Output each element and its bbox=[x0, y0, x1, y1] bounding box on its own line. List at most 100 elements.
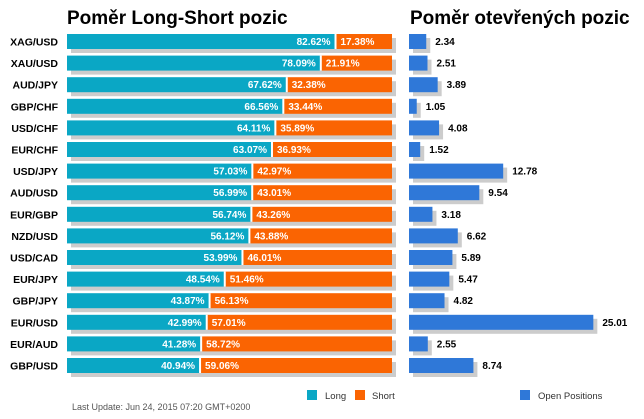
long-bar-eur-usd bbox=[67, 314, 207, 330]
open-bar-gbp-chf bbox=[409, 98, 417, 114]
open-shadow-gbp-chf bbox=[413, 102, 421, 118]
short-bar-xau-usd bbox=[320, 55, 392, 71]
short-bar-usd-chf bbox=[275, 120, 392, 136]
short-bar-eur-aud bbox=[201, 336, 392, 352]
pair-label-aud-jpy: AUD/JPY bbox=[12, 80, 58, 92]
long-bar-usd-jpy bbox=[67, 163, 253, 179]
open-value-usd-cad: 5.89 bbox=[461, 253, 481, 264]
legend-open-positions-label: Open Positions bbox=[538, 391, 603, 402]
open-bar-eur-usd bbox=[409, 314, 594, 330]
long-value-usd-cad: 53.99% bbox=[204, 253, 238, 264]
short-bar-aud-jpy bbox=[286, 77, 392, 93]
short-bar-eur-jpy bbox=[224, 271, 392, 287]
long-value-gbp-chf: 66.56% bbox=[244, 102, 278, 113]
bar-divider-xag-usd bbox=[334, 34, 337, 49]
long-value-gbp-usd: 40.94% bbox=[161, 361, 195, 372]
short-value-aud-jpy: 32.38% bbox=[292, 80, 326, 91]
long-bar-eur-aud bbox=[67, 336, 202, 352]
open-value-aud-jpy: 3.89 bbox=[447, 80, 467, 91]
short-value-aud-usd: 43.01% bbox=[257, 188, 291, 199]
open-value-xau-usd: 2.51 bbox=[436, 59, 456, 70]
long-value-xau-usd: 78.09% bbox=[282, 59, 316, 70]
open-value-usd-chf: 4.08 bbox=[448, 123, 468, 134]
last-update-text: Last Update: Jun 24, 2015 07:20 GMT+0200 bbox=[72, 402, 250, 412]
legend-long-swatch bbox=[307, 390, 317, 400]
open-bar-eur-jpy bbox=[409, 271, 450, 287]
open-bar-aud-jpy bbox=[409, 77, 438, 93]
bar-divider-eur-aud bbox=[200, 336, 203, 352]
short-value-eur-aud: 58.72% bbox=[206, 339, 240, 350]
open-value-gbp-jpy: 4.82 bbox=[454, 296, 474, 307]
bar-divider-usd-jpy bbox=[251, 163, 254, 179]
open-value-gbp-chf: 1.05 bbox=[426, 102, 446, 113]
open-bar-xau-usd bbox=[409, 55, 428, 71]
open-value-usd-jpy: 12.78 bbox=[512, 167, 537, 178]
bar-divider-eur-chf bbox=[270, 142, 273, 157]
bar-divider-usd-chf bbox=[274, 120, 277, 136]
short-bar-gbp-usd bbox=[200, 358, 392, 373]
short-bar-aud-usd bbox=[252, 185, 392, 201]
open-bar-gbp-jpy bbox=[409, 293, 445, 309]
long-bar-nzd-usd bbox=[67, 228, 250, 244]
long-value-eur-jpy: 48.54% bbox=[186, 275, 220, 286]
legend-long-label: Long bbox=[325, 391, 346, 402]
short-bar-usd-jpy bbox=[252, 163, 392, 179]
pair-label-gbp-chf: GBP/CHF bbox=[11, 101, 59, 113]
long-bar-xau-usd bbox=[67, 55, 321, 71]
pair-label-eur-aud: EUR/AUD bbox=[10, 339, 58, 351]
bar-divider-gbp-chf bbox=[282, 98, 285, 114]
open-value-eur-gbp: 3.18 bbox=[441, 210, 461, 221]
bar-divider-aud-usd bbox=[251, 185, 254, 201]
pair-label-gbp-jpy: GBP/JPY bbox=[12, 296, 58, 308]
bar-divider-xau-usd bbox=[319, 55, 322, 71]
long-bar-xag-usd bbox=[67, 34, 336, 49]
long-value-aud-jpy: 67.62% bbox=[248, 80, 282, 91]
bar-divider-nzd-usd bbox=[248, 228, 251, 244]
bar-divider-usd-cad bbox=[241, 250, 244, 265]
pair-label-eur-jpy: EUR/JPY bbox=[13, 274, 58, 286]
long-short-bars: XAG/USD 82.62% 17.38% XAU/USD 78.09% 21.91% AU… bbox=[10, 34, 396, 377]
bar-divider-aud-jpy bbox=[285, 77, 288, 93]
long-value-usd-chf: 64.11% bbox=[237, 123, 270, 134]
legend-open-positions-swatch bbox=[520, 390, 530, 400]
open-value-eur-chf: 1.52 bbox=[429, 145, 449, 156]
long-value-xag-usd: 82.62% bbox=[297, 37, 331, 48]
legend-short-label: Short bbox=[372, 391, 395, 402]
short-value-xau-usd: 21.91% bbox=[326, 59, 360, 70]
short-bar-gbp-chf bbox=[283, 98, 392, 114]
open-value-gbp-usd: 8.74 bbox=[482, 361, 502, 372]
long-value-eur-aud: 41.28% bbox=[162, 339, 196, 350]
open-bar-usd-jpy bbox=[409, 163, 504, 179]
short-value-eur-chf: 36.93% bbox=[277, 145, 311, 156]
pair-label-usd-jpy: USD/JPY bbox=[13, 166, 58, 178]
open-bar-usd-chf bbox=[409, 120, 440, 136]
short-value-gbp-usd: 59.06% bbox=[205, 361, 239, 372]
pair-label-aud-usd: AUD/USD bbox=[10, 188, 58, 200]
pair-label-xau-usd: XAU/USD bbox=[11, 58, 59, 70]
open-bar-nzd-usd bbox=[409, 228, 458, 244]
short-bar-xag-usd bbox=[335, 34, 392, 49]
long-value-eur-usd: 42.99% bbox=[168, 318, 202, 329]
long-value-eur-chf: 63.07% bbox=[233, 145, 267, 156]
pair-label-eur-usd: EUR/USD bbox=[11, 317, 59, 329]
bar-divider-eur-gbp bbox=[250, 206, 253, 222]
short-value-eur-usd: 57.01% bbox=[212, 318, 246, 329]
long-bar-gbp-jpy bbox=[67, 293, 210, 309]
long-value-aud-usd: 56.99% bbox=[213, 188, 247, 199]
pair-label-gbp-usd: GBP/USD bbox=[10, 361, 58, 373]
open-bar-xag-usd bbox=[409, 34, 427, 49]
bar-divider-eur-usd bbox=[205, 314, 208, 330]
open-value-aud-usd: 9.54 bbox=[488, 188, 508, 199]
open-bar-aud-usd bbox=[409, 185, 480, 201]
bar-divider-gbp-usd bbox=[199, 358, 202, 373]
short-value-usd-jpy: 42.97% bbox=[257, 167, 291, 178]
long-bar-usd-chf bbox=[67, 120, 276, 136]
open-bar-eur-gbp bbox=[409, 206, 433, 222]
open-value-nzd-usd: 6.62 bbox=[467, 231, 487, 242]
short-bar-eur-chf bbox=[271, 142, 392, 157]
short-value-usd-chf: 35.89% bbox=[280, 123, 314, 134]
long-bar-aud-usd bbox=[67, 185, 253, 201]
open-bar-gbp-usd bbox=[409, 358, 474, 373]
open-positions-bars: 2.34 2.51 3.891.054.08 1.52 12.78 9.54 3.18 6.6… bbox=[409, 34, 628, 377]
